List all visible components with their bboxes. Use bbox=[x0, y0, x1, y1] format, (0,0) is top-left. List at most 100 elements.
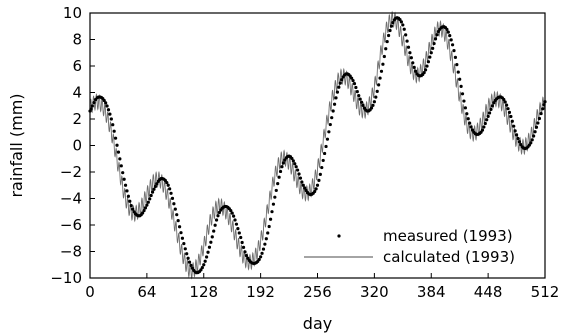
data-point-measured bbox=[388, 28, 392, 33]
data-point-measured bbox=[406, 45, 411, 49]
data-point-measured bbox=[323, 151, 327, 156]
data-point-measured bbox=[490, 104, 494, 108]
data-point-measured bbox=[359, 100, 364, 104]
series-layer bbox=[88, 10, 547, 280]
data-point-measured bbox=[179, 231, 183, 235]
data-point-measured bbox=[172, 202, 176, 206]
data-point-measured bbox=[108, 112, 112, 116]
data-point-measured bbox=[453, 55, 458, 59]
data-point-measured bbox=[450, 43, 455, 47]
data-point-measured bbox=[399, 20, 403, 24]
data-point-measured bbox=[266, 231, 270, 235]
data-point-measured bbox=[276, 182, 280, 186]
data-point-measured bbox=[433, 37, 438, 41]
data-point-measured bbox=[435, 33, 439, 37]
data-point-measured bbox=[480, 128, 485, 132]
data-point-measured bbox=[105, 104, 109, 108]
data-point-measured bbox=[459, 84, 463, 88]
data-point-measured bbox=[106, 108, 111, 112]
data-point-measured bbox=[318, 172, 322, 176]
data-point-measured bbox=[412, 65, 416, 70]
data-point-measured bbox=[408, 51, 412, 55]
data-point-measured bbox=[334, 96, 338, 100]
data-point-measured bbox=[324, 144, 328, 149]
data-point-measured bbox=[119, 164, 123, 168]
data-point-measured bbox=[328, 122, 332, 127]
data-point-measured bbox=[149, 193, 153, 198]
legend-label-measured: measured (1993) bbox=[383, 227, 513, 245]
data-point-measured bbox=[300, 180, 304, 184]
data-point-measured bbox=[517, 140, 522, 144]
data-point-measured bbox=[482, 125, 486, 129]
data-point-measured bbox=[330, 116, 334, 120]
data-point-measured bbox=[389, 24, 394, 28]
data-point-measured bbox=[371, 103, 375, 107]
data-point-measured bbox=[340, 78, 344, 82]
data-point-measured bbox=[109, 117, 113, 121]
data-point-measured bbox=[173, 207, 177, 211]
data-point-measured bbox=[217, 210, 221, 215]
data-point-measured bbox=[445, 27, 449, 31]
data-point-measured bbox=[216, 214, 220, 218]
data-point-measured bbox=[320, 165, 324, 170]
data-point-measured bbox=[507, 110, 512, 114]
data-point-measured bbox=[268, 217, 273, 221]
data-point-measured bbox=[460, 92, 465, 96]
data-point-measured bbox=[537, 116, 542, 121]
data-point-measured bbox=[313, 189, 317, 194]
y-tick-label: 2 bbox=[72, 110, 82, 128]
data-point-measured bbox=[303, 186, 307, 190]
data-point-measured bbox=[278, 169, 283, 174]
data-point-measured bbox=[423, 68, 428, 72]
data-point-measured bbox=[145, 203, 149, 207]
data-point-measured bbox=[199, 268, 203, 272]
data-point-measured bbox=[426, 60, 431, 64]
data-point-measured bbox=[129, 203, 133, 208]
data-point-measured bbox=[230, 211, 234, 215]
data-point-measured bbox=[505, 103, 509, 107]
data-point-measured bbox=[402, 27, 406, 31]
data-point-measured bbox=[175, 213, 179, 217]
y-tick-label: 10 bbox=[63, 4, 82, 22]
data-point-measured bbox=[350, 76, 354, 80]
data-point-measured bbox=[485, 118, 489, 122]
data-point-measured bbox=[503, 100, 507, 104]
x-tick-label: 448 bbox=[474, 283, 503, 301]
data-point-measured bbox=[141, 211, 145, 215]
data-point-measured bbox=[428, 55, 432, 59]
data-point-measured bbox=[290, 156, 294, 161]
data-point-measured bbox=[352, 82, 357, 86]
data-point-measured bbox=[409, 56, 413, 60]
data-point-measured bbox=[92, 100, 96, 105]
y-tick-label: −4 bbox=[60, 190, 82, 208]
y-axis-label: rainfall (mm) bbox=[7, 93, 26, 197]
data-point-measured bbox=[377, 83, 381, 87]
data-point-measured bbox=[331, 109, 335, 113]
data-point-measured bbox=[513, 129, 517, 133]
data-point-measured bbox=[270, 210, 274, 214]
data-point-measured bbox=[142, 208, 146, 213]
data-point-measured bbox=[374, 95, 378, 99]
data-point-measured bbox=[170, 196, 175, 200]
data-point-measured bbox=[234, 222, 239, 226]
data-point-measured bbox=[455, 63, 459, 67]
data-point-measured bbox=[483, 121, 487, 126]
data-point-measured bbox=[492, 101, 496, 105]
data-point-measured bbox=[128, 199, 132, 203]
data-point-measured bbox=[166, 183, 170, 187]
data-point-measured bbox=[121, 171, 125, 175]
x-tick-label: 64 bbox=[137, 283, 156, 301]
data-point-measured bbox=[200, 265, 204, 270]
data-point-measured bbox=[153, 184, 158, 189]
data-point-measured bbox=[469, 125, 473, 129]
data-point-measured bbox=[237, 231, 241, 235]
data-point-measured bbox=[414, 69, 418, 73]
y-tick-label: 8 bbox=[72, 31, 82, 49]
data-point-measured bbox=[267, 224, 271, 229]
data-point-measured bbox=[386, 33, 391, 38]
data-point-measured bbox=[489, 107, 493, 111]
data-point-measured bbox=[261, 247, 266, 251]
data-point-measured bbox=[355, 90, 359, 94]
data-point-measured bbox=[466, 117, 470, 121]
